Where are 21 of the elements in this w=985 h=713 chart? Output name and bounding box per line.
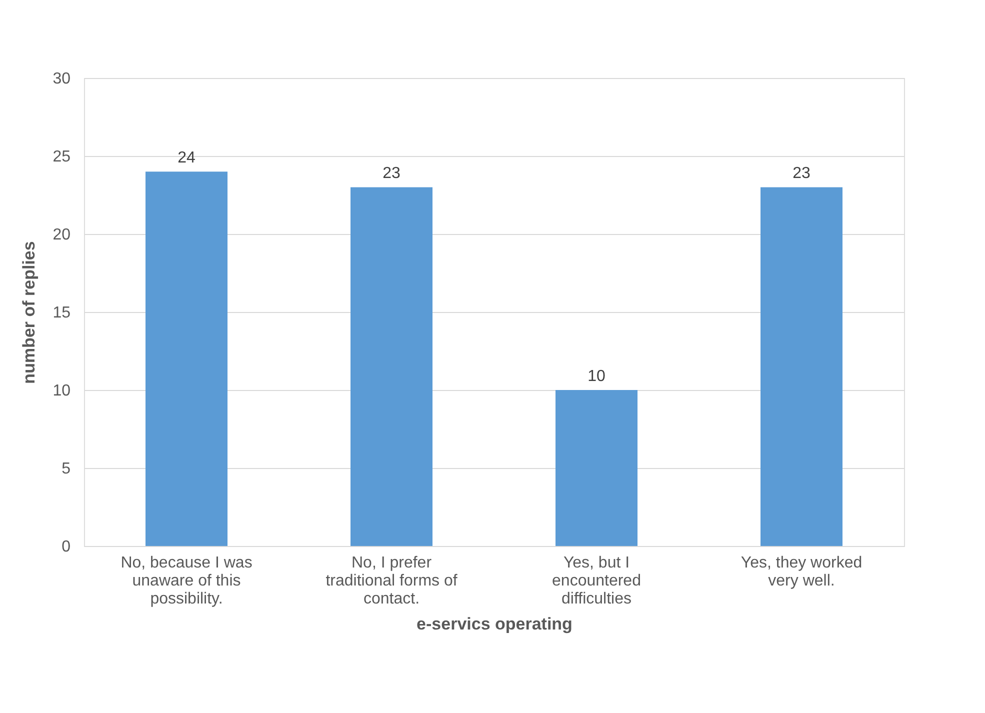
x-tick-label: Yes, they worked very well. <box>740 554 862 590</box>
bar <box>760 187 842 546</box>
x-axis-title: e-servics operating <box>416 614 572 634</box>
y-tick-label: 15 <box>52 304 71 322</box>
bar <box>146 172 228 546</box>
bar <box>556 390 638 546</box>
data-label: 24 <box>178 150 196 167</box>
data-label: 23 <box>382 165 400 182</box>
y-tick-label: 25 <box>52 148 71 166</box>
x-tick-label: No, I prefer traditional forms of contact. <box>326 554 458 608</box>
data-label: 23 <box>792 165 810 182</box>
y-tick-label: 20 <box>52 226 71 244</box>
x-tick-label: Yes, but I encountered difficulties <box>552 554 641 608</box>
y-tick-label: 0 <box>62 538 71 556</box>
y-tick-label: 5 <box>62 460 71 478</box>
bar <box>350 187 432 546</box>
data-label: 10 <box>588 368 606 385</box>
x-tick-label: No, because I was unaware of this possibility. <box>120 554 252 608</box>
y-tick-label: 10 <box>52 382 71 400</box>
y-tick-label: 30 <box>52 70 71 88</box>
y-axis-title: number of replies <box>20 241 39 384</box>
